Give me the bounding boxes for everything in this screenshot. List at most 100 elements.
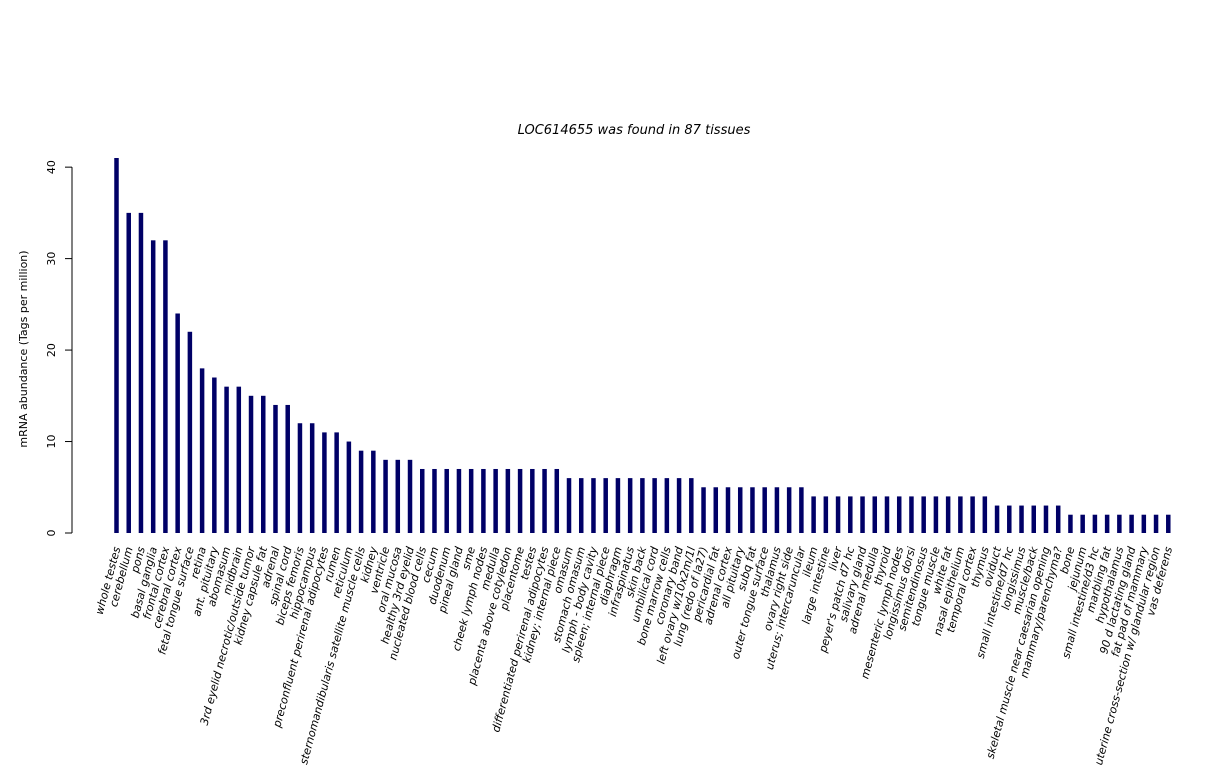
category-label: liver (826, 544, 845, 572)
y-axis: 0 10 20 30 40 (45, 160, 73, 537)
bar (615, 478, 621, 533)
bar (517, 468, 523, 533)
bar (1141, 514, 1147, 533)
bar (896, 496, 902, 533)
category-label: sme (460, 545, 479, 571)
bar (689, 478, 694, 533)
bar (982, 496, 988, 533)
bar (652, 478, 657, 533)
bar (261, 395, 266, 533)
bar (530, 468, 535, 533)
bar (1153, 514, 1159, 533)
bar (811, 496, 816, 533)
bar (750, 487, 755, 533)
bar (444, 468, 449, 533)
bar (481, 468, 486, 533)
bar (334, 432, 339, 533)
bar (407, 459, 413, 533)
bar (371, 450, 376, 533)
bar (1092, 514, 1098, 533)
bar (884, 496, 890, 533)
bar (1104, 514, 1110, 533)
bar (1068, 514, 1073, 533)
bar (1031, 505, 1036, 533)
bar (432, 468, 437, 533)
bar (395, 459, 401, 533)
bar (297, 423, 303, 533)
bar (273, 404, 278, 533)
bar (909, 496, 914, 533)
bar (786, 487, 792, 533)
bar (640, 478, 645, 533)
bar (456, 468, 462, 533)
y-tick-label: 30 (45, 252, 58, 266)
bar (1117, 514, 1122, 533)
bar (126, 212, 131, 533)
bar (505, 468, 511, 533)
bar (199, 368, 205, 533)
bar (1055, 505, 1061, 533)
y-axis-label: mRNA abundance (Tags per million) (17, 250, 30, 447)
bar (774, 487, 780, 533)
y-tick-label: 40 (45, 160, 58, 174)
bar (309, 423, 315, 533)
bar (676, 478, 682, 533)
bar (163, 240, 168, 533)
bar (921, 496, 926, 533)
bar (994, 505, 1000, 533)
bar (823, 496, 829, 533)
bar (627, 478, 633, 533)
bar (1007, 505, 1012, 533)
bar (603, 478, 608, 533)
chart-title: LOC614655 was found in 87 tissues (518, 123, 751, 138)
y-tick-label: 10 (45, 435, 58, 449)
bar (346, 441, 352, 533)
bar (150, 240, 156, 533)
bar (187, 331, 193, 533)
bar (420, 468, 425, 533)
bar (212, 377, 217, 533)
bar (799, 487, 804, 533)
bar (248, 395, 254, 533)
bar (958, 496, 963, 533)
bar (835, 496, 841, 533)
bar (554, 468, 560, 533)
y-tick-label: 20 (45, 343, 58, 357)
bar (138, 212, 144, 533)
bar (1129, 514, 1134, 533)
bar (383, 459, 388, 533)
bar (493, 468, 498, 533)
bar (762, 487, 767, 533)
bar (236, 386, 242, 533)
bar (737, 487, 743, 533)
bar (945, 496, 951, 533)
bar (701, 487, 706, 533)
bar (468, 468, 474, 533)
bar (1019, 505, 1024, 533)
y-tick-label: 0 (45, 530, 58, 537)
bar (542, 468, 547, 533)
bar (175, 313, 180, 533)
bar (114, 158, 119, 533)
bar (872, 496, 878, 533)
bar (322, 432, 327, 533)
bar (591, 478, 596, 533)
bar (848, 496, 853, 533)
bar (713, 487, 719, 533)
bar (664, 478, 670, 533)
bar (578, 478, 584, 533)
bar (1080, 514, 1085, 533)
bar (970, 496, 975, 533)
bar (1043, 505, 1049, 533)
bar (933, 496, 939, 533)
bar (725, 487, 731, 533)
bar (358, 450, 364, 533)
bars (114, 158, 1171, 533)
bar (1166, 514, 1171, 533)
bar (224, 386, 229, 533)
bar (566, 478, 572, 533)
bar (860, 496, 865, 533)
bar (285, 404, 290, 533)
